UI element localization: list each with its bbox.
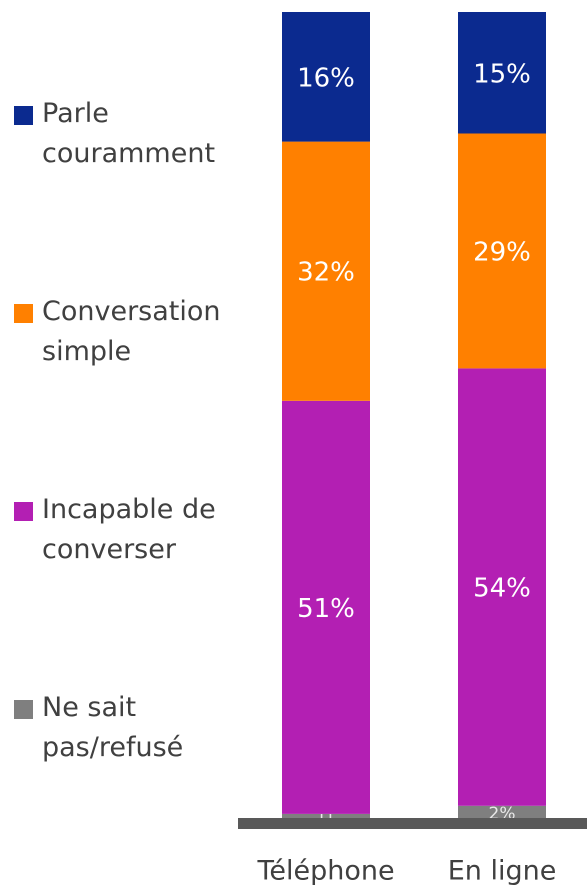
bar-segment: [458, 12, 546, 134]
bar-segment: [282, 12, 370, 142]
legend-item: Conversation simple: [14, 292, 224, 372]
legend-item: Ne sait pas/refusé: [14, 688, 224, 768]
x-tick-label: En ligne: [448, 856, 557, 887]
bar-segment: [282, 813, 370, 822]
value-label: 16%: [297, 63, 355, 93]
x-tick-label: Téléphone: [256, 856, 394, 887]
legend-label: Parle couramment: [42, 98, 216, 169]
bar-segment: [458, 805, 546, 822]
legend-label: Incapable de converser: [42, 494, 216, 565]
bar-segment: [282, 400, 370, 814]
legend-swatch: [14, 502, 33, 521]
bar-segment: [282, 141, 370, 401]
value-label: 51%: [297, 594, 355, 624]
value-label: 15%: [473, 59, 531, 89]
legend-swatch: [14, 700, 33, 719]
legend-label: Conversation simple: [42, 296, 221, 367]
legend-label: Ne sait pas/refusé: [42, 692, 184, 763]
value-label: 29%: [473, 237, 531, 267]
legend-item: Incapable de converser: [14, 490, 224, 570]
legend-swatch: [14, 304, 33, 323]
value-label: 32%: [297, 258, 355, 288]
legend-item: Parle couramment: [14, 94, 224, 174]
bar-segment: [458, 368, 546, 806]
axis-line: [238, 818, 587, 829]
bar-segment: [458, 133, 546, 369]
legend-swatch: [14, 106, 33, 125]
value-label: 54%: [473, 574, 531, 604]
